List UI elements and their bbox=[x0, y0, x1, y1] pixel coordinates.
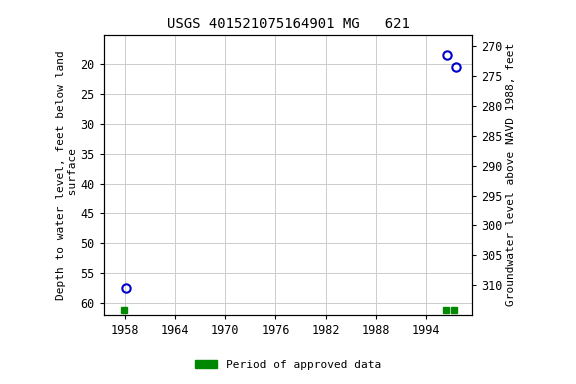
Y-axis label: Depth to water level, feet below land
 surface: Depth to water level, feet below land su… bbox=[56, 50, 78, 300]
Title: USGS 401521075164901 MG   621: USGS 401521075164901 MG 621 bbox=[166, 17, 410, 31]
Y-axis label: Groundwater level above NAVD 1988, feet: Groundwater level above NAVD 1988, feet bbox=[506, 43, 516, 306]
Legend: Period of approved data: Period of approved data bbox=[191, 356, 385, 375]
